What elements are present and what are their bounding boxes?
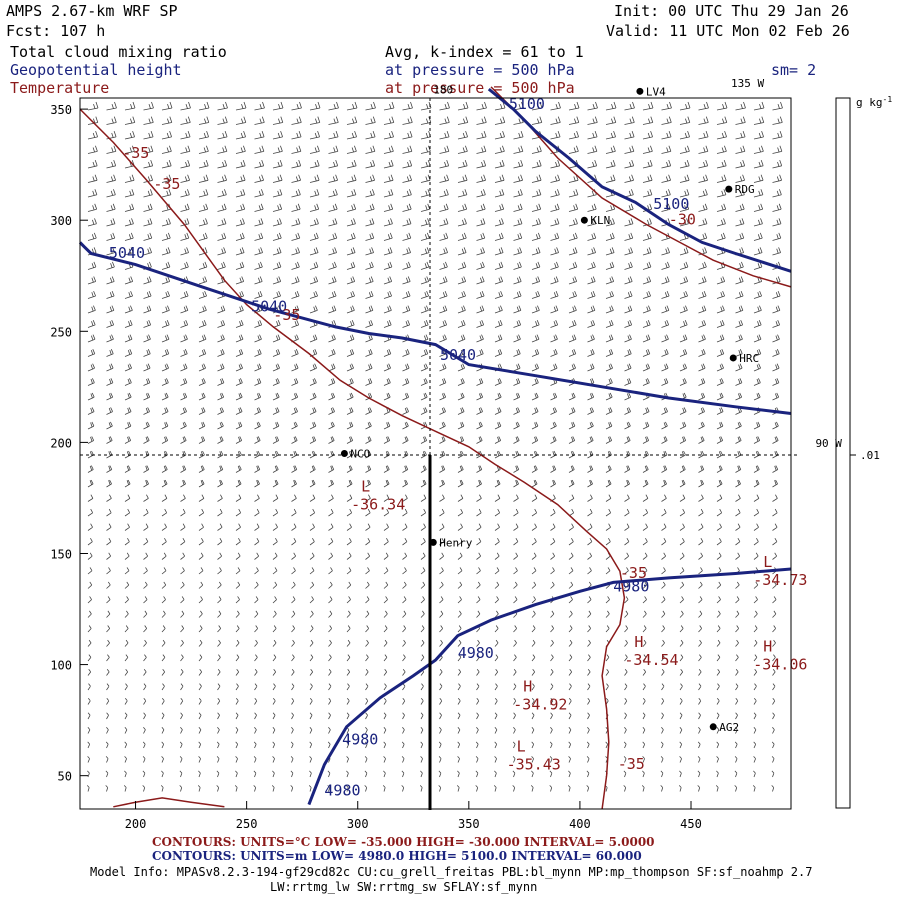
extremum-type: L xyxy=(517,737,526,755)
station-label: LV4 xyxy=(646,85,666,98)
field-cloud: Total cloud mixing ratio xyxy=(10,43,227,61)
contour-label: 5100 xyxy=(509,95,545,113)
station-label: NCO xyxy=(350,448,370,461)
extremum-type: L xyxy=(763,553,772,571)
y-tick-label: 100 xyxy=(50,659,72,673)
model-title: AMPS 2.67-km WRF SP xyxy=(6,2,178,20)
extremum-value: -34.06 xyxy=(753,655,807,673)
height-contours xyxy=(78,87,792,806)
y-tick-label: 350 xyxy=(50,103,72,117)
contour-label: 4980 xyxy=(324,782,360,800)
wind-barb-field xyxy=(86,101,783,792)
station-label: HRC xyxy=(739,352,759,365)
contour-label: -35 xyxy=(620,564,647,582)
height-contour-info: CONTOURS: UNITS=m LOW= 4980.0 HIGH= 5100… xyxy=(152,849,642,863)
extremum-type: H xyxy=(523,677,532,695)
y-tick-label: 200 xyxy=(50,436,72,450)
x-tick-label: 250 xyxy=(236,817,258,831)
extremum-value: -34.92 xyxy=(513,695,567,713)
contour-label: 4980 xyxy=(458,644,494,662)
station-label: AG2 xyxy=(719,721,739,734)
model-info: Model Info: MPASv8.2.3-194-gf29cd82c CU:… xyxy=(90,865,813,879)
colorbar-value: .01 xyxy=(860,449,880,462)
extremum-type: H xyxy=(634,633,643,651)
contour-label: 4980 xyxy=(613,577,649,595)
init-time: Init: 00 UTC Thu 29 Jan 26 xyxy=(614,2,849,20)
y-tick-label: 250 xyxy=(50,325,72,339)
station-marker xyxy=(636,87,644,95)
temp-contour-info: CONTOURS: UNITS=°C LOW= -35.000 HIGH= -3… xyxy=(152,835,655,849)
contour-label: 5040 xyxy=(440,346,476,364)
meridian-label: 180 xyxy=(433,84,453,97)
x-tick-label: 300 xyxy=(347,817,369,831)
pressure-temperature: at pressure = 500 hPa xyxy=(385,79,575,97)
temperature-contour-0 xyxy=(79,108,626,810)
temperature-contour-2 xyxy=(113,797,225,808)
station-marker xyxy=(725,185,733,193)
extremum-type: L xyxy=(361,477,370,495)
contour-label: -30 xyxy=(669,211,696,229)
contour-label: 5040 xyxy=(109,244,145,262)
y-tick-label: 150 xyxy=(50,547,72,561)
avg-k-index: Avg, k-index = 61 to 1 xyxy=(385,43,584,61)
height-contour-5100-1 xyxy=(487,87,792,273)
station-label: RDG xyxy=(735,183,755,196)
y-tick-label: 300 xyxy=(50,214,72,228)
extremum-value: -34.73 xyxy=(753,571,807,589)
station-marker xyxy=(709,723,717,731)
meridian-label: 135 W xyxy=(731,77,764,90)
x-tick-label: 350 xyxy=(458,817,480,831)
forecast-hour: Fcst: 107 h xyxy=(6,22,106,40)
height-contour-4980-2 xyxy=(307,567,792,806)
plot-frame xyxy=(79,97,792,810)
x-tick-label: 450 xyxy=(680,817,702,831)
contour-label: -35 xyxy=(153,175,180,193)
wind-barbs xyxy=(86,101,783,792)
contour-label: -35 xyxy=(122,144,149,162)
field-height: Geopotential height xyxy=(10,61,182,79)
smoothing-label: sm= 2 xyxy=(771,61,817,79)
extremum-value: -34.54 xyxy=(624,651,678,669)
station-label: KLN xyxy=(590,214,610,227)
height-contour-5040-0 xyxy=(78,241,792,415)
valid-time: Valid: 11 UTC Mon 02 Feb 26 xyxy=(606,22,850,40)
extremum-value: -36.34 xyxy=(351,495,405,513)
station-marker xyxy=(580,216,588,224)
contour-label: -35 xyxy=(618,755,645,773)
contour-label: 4980 xyxy=(342,731,378,749)
x-tick-label: 200 xyxy=(125,817,147,831)
pressure-height: at pressure = 500 hPa xyxy=(385,61,575,79)
extremum-type: H xyxy=(763,637,772,655)
station-marker xyxy=(729,354,737,362)
station-label: Henry xyxy=(439,536,472,549)
y-tick-label: 50 xyxy=(58,770,72,784)
contour-label: 5040 xyxy=(251,297,287,315)
station-marker xyxy=(429,538,437,546)
colorbar-unit: g kg-1 xyxy=(856,95,892,109)
colorbar xyxy=(835,97,851,809)
model-info-physics: LW:rrtmg_lw SW:rrtmg_sw SFLAY:sf_mynn xyxy=(270,880,538,894)
meridian-label: 90 W xyxy=(815,437,842,450)
contour-label: 5100 xyxy=(653,195,689,213)
x-tick-label: 400 xyxy=(569,817,591,831)
contour-label: -35 xyxy=(273,306,300,324)
field-temperature: Temperature xyxy=(10,79,110,97)
extremum-value: -35.43 xyxy=(507,755,561,773)
station-marker xyxy=(340,450,348,457)
